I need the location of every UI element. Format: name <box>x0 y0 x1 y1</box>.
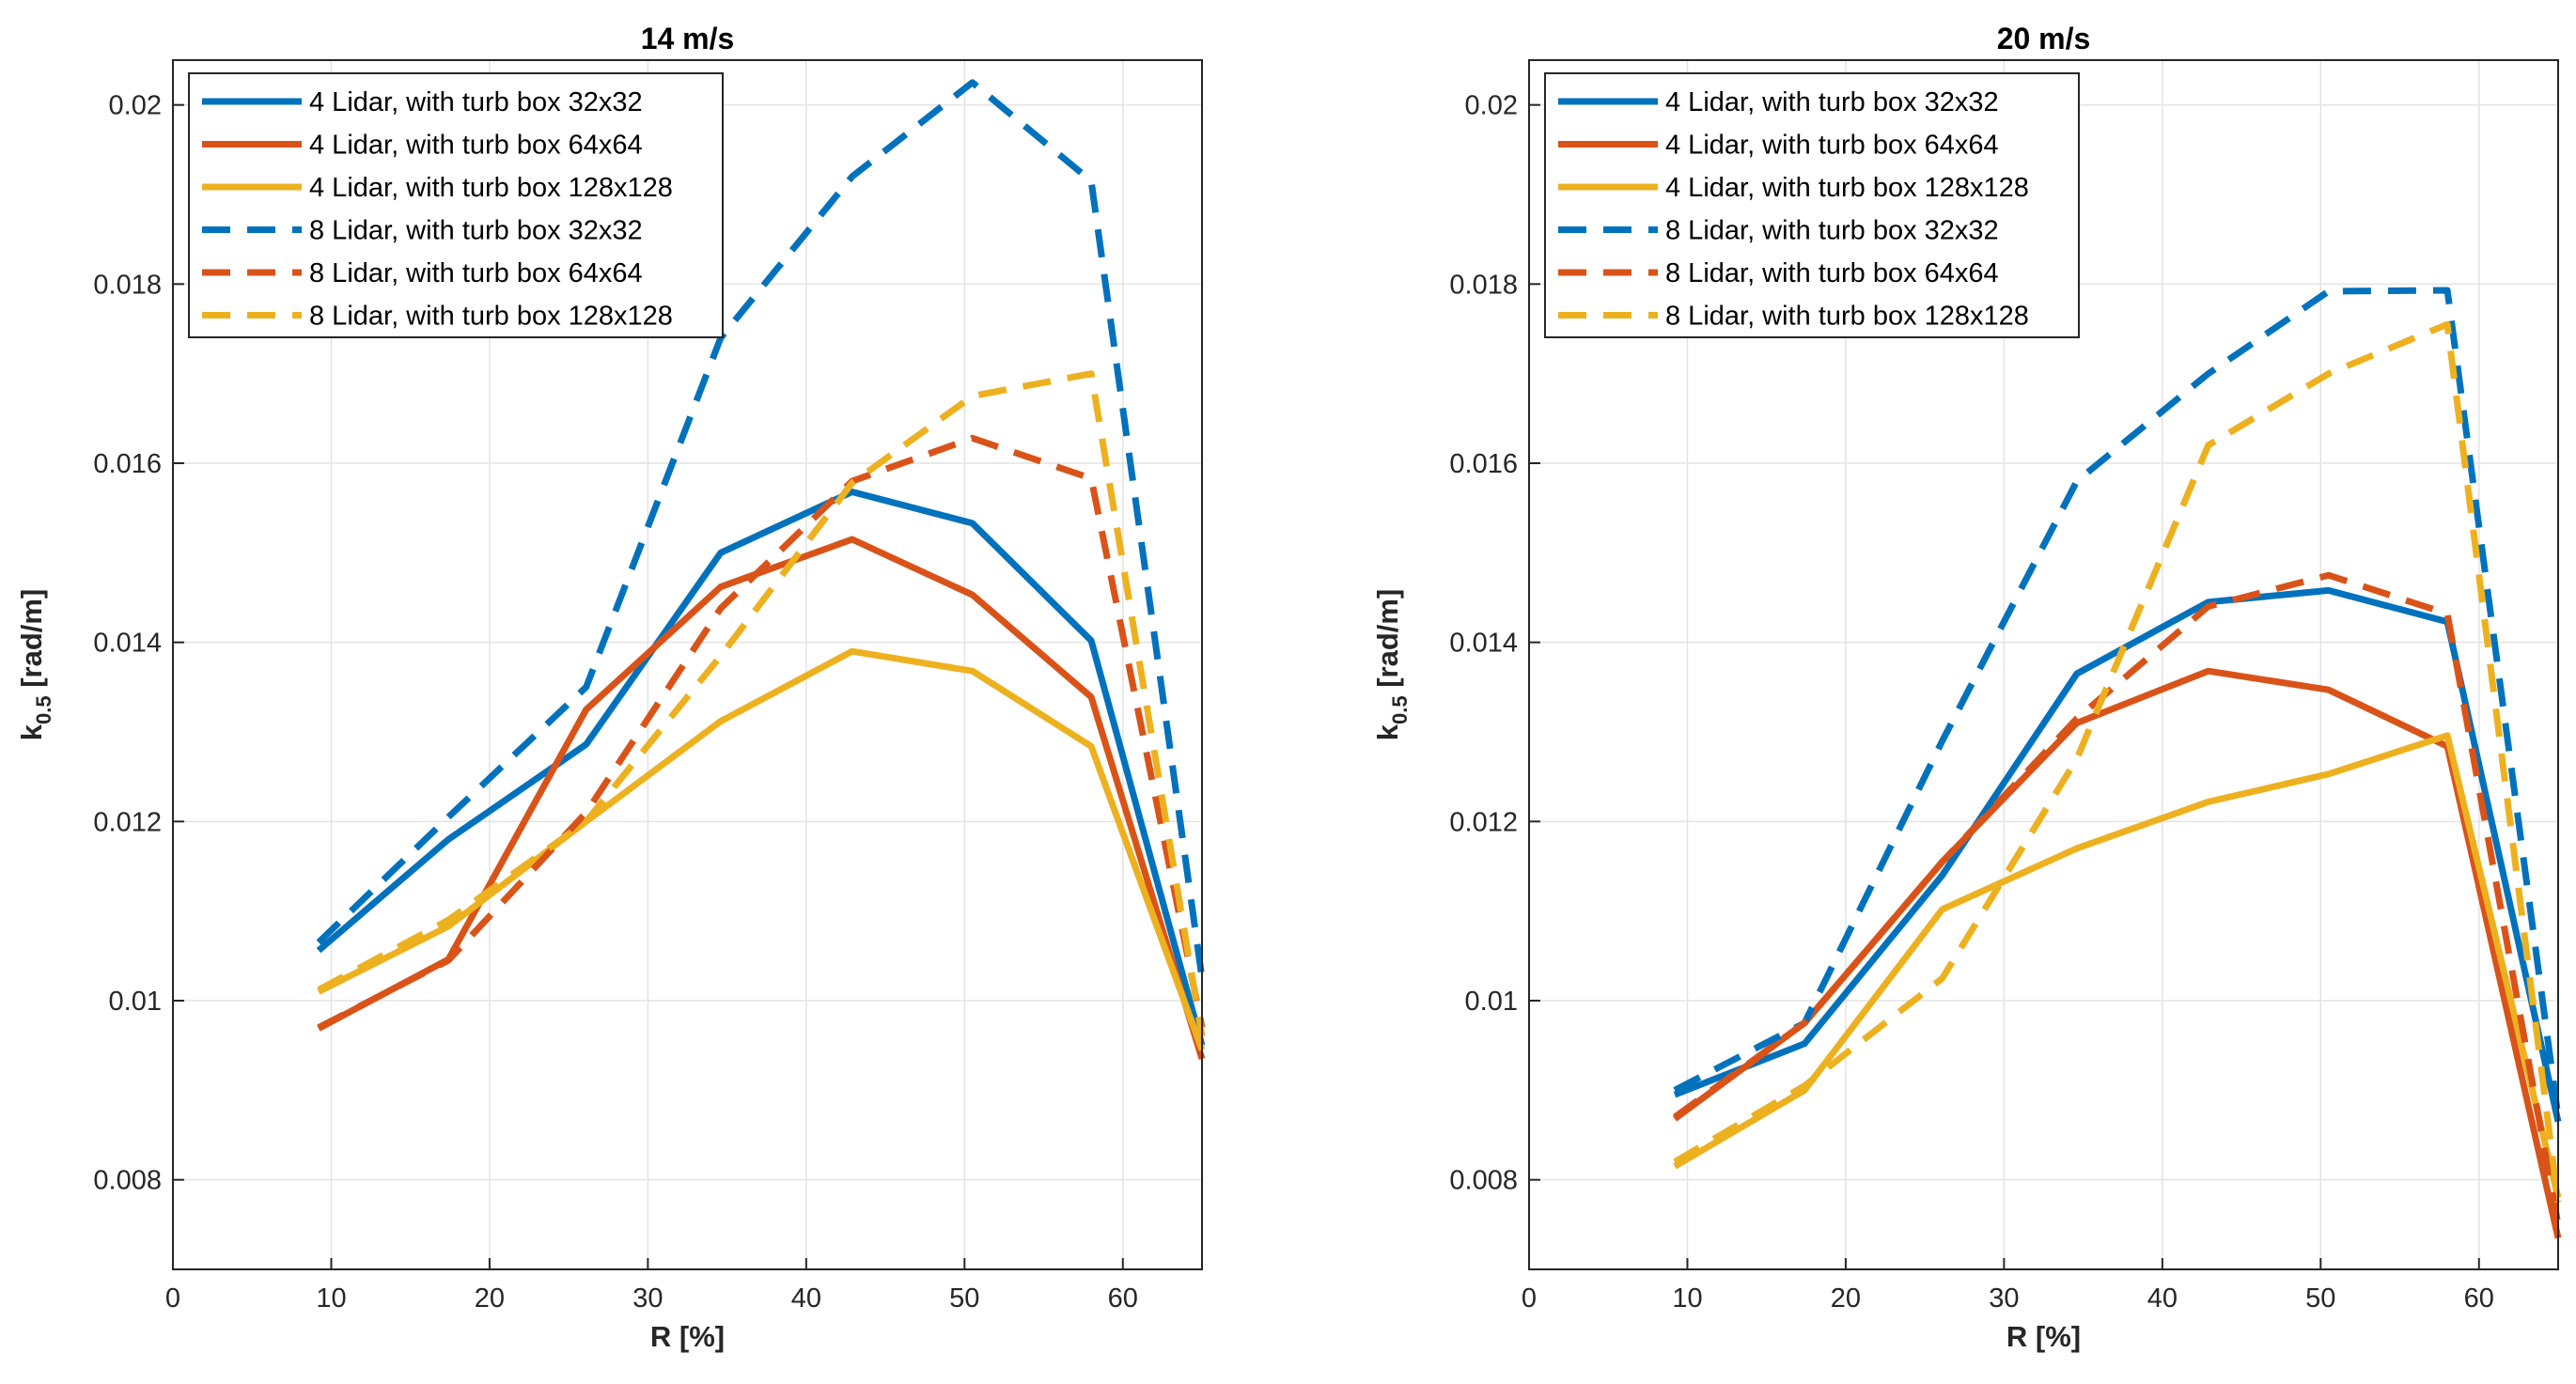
legend: 4 Lidar, with turb box 32x32 4 Lidar, wit… <box>188 72 724 338</box>
x-tick-label: 40 <box>791 1283 821 1314</box>
y-axis-label-subscript: 0.5 <box>32 695 55 724</box>
legend-box <box>1544 72 2080 338</box>
x-tick-label: 10 <box>316 1283 346 1314</box>
y-axis-label-main: k <box>1371 723 1404 740</box>
y-tick-label: 0.008 <box>1449 1166 1518 1196</box>
legend-label-3: 4 Lidar, with turb box 128x128 <box>309 173 673 203</box>
y-tick-label: 0.01 <box>109 987 162 1017</box>
series-line-5 <box>317 434 1206 1031</box>
legend-label-6: 8 Lidar, with turb box 128x128 <box>1665 302 2029 332</box>
legend: 4 Lidar, with turb box 32x32 4 Lidar, wit… <box>1544 72 2080 338</box>
y-tick-label: 0.02 <box>1465 91 1518 121</box>
series-line-3 <box>317 647 1206 1051</box>
y-axis-label-unit: [rad/m] <box>1371 589 1404 696</box>
legend-label-2: 4 Lidar, with turb box 64x64 <box>309 131 643 161</box>
legend-label-1: 4 Lidar, with turb box 32x32 <box>1665 87 1999 117</box>
series-group <box>316 79 1206 1061</box>
axes-box <box>172 59 1203 1270</box>
x-tick-label: 30 <box>1989 1283 2019 1314</box>
series-line-1 <box>1673 586 2562 1123</box>
chart-title: 14 m/s <box>641 22 735 55</box>
y-tick-label: 0.012 <box>1449 807 1518 837</box>
x-tick-label: 20 <box>1831 1283 1861 1314</box>
x-tick-label: 40 <box>2147 1283 2178 1314</box>
y-tick-label: 0.02 <box>109 91 162 121</box>
legend-label-4: 8 Lidar, with turb box 32x32 <box>1665 216 1999 246</box>
y-axis-label-subscript: 0.5 <box>1388 695 1412 724</box>
x-tick-label: 0 <box>1522 1283 1537 1314</box>
legend-label-3: 4 Lidar, with turb box 128x128 <box>1665 173 2029 203</box>
series-line-6 <box>317 370 1206 1037</box>
series-line-4 <box>316 79 1206 979</box>
y-tick-label: 0.016 <box>93 449 162 479</box>
legend-label-5: 8 Lidar, with turb box 64x64 <box>1665 258 1999 288</box>
y-axis-label: k0.5 [rad/m] <box>1371 589 1412 741</box>
y-tick-label: 0.018 <box>93 270 162 300</box>
series-line-3 <box>1673 732 2562 1199</box>
y-tick-label: 0.018 <box>1449 270 1518 300</box>
x-tick-label: 0 <box>165 1283 180 1314</box>
legend-label-4: 8 Lidar, with turb box 32x32 <box>309 216 643 246</box>
y-tick-label: 0.008 <box>93 1166 162 1196</box>
y-axis-label: k0.5 [rad/m] <box>15 589 55 741</box>
chart-panel-2: 0 10 20 30 40 50 60 0.008 0.01 0.012 0.014 0.016 0.0… <box>1371 22 2562 1353</box>
legend-label-6: 8 Lidar, with turb box 128x128 <box>309 302 673 332</box>
y-tick-label: 0.01 <box>1465 987 1518 1017</box>
series-line-4 <box>1673 287 2562 1118</box>
chart-panel-1: 0 10 20 30 40 50 60 0.008 0.01 0.012 0.014 0.016 0.0… <box>15 22 1206 1353</box>
series-line-5 <box>1672 571 2562 1225</box>
chart-title: 20 m/s <box>1997 22 2091 55</box>
x-tick-label: 60 <box>2464 1283 2494 1314</box>
y-tick-label: 0.012 <box>93 807 162 837</box>
x-axis-label: R [%] <box>2006 1320 2081 1353</box>
y-axis-label-main: k <box>15 723 48 740</box>
y-axis-label-unit: [rad/m] <box>15 589 48 696</box>
x-tick-label: 60 <box>1108 1283 1138 1314</box>
series-group <box>1672 287 2562 1239</box>
x-tick-label: 10 <box>1672 1283 1702 1314</box>
y-tick-label: 0.014 <box>1449 629 1518 659</box>
legend-label-5: 8 Lidar, with turb box 64x64 <box>309 258 643 288</box>
legend-label-1: 4 Lidar, with turb box 32x32 <box>309 87 643 117</box>
series-line-1 <box>316 489 1206 1047</box>
legend-label-2: 4 Lidar, with turb box 64x64 <box>1665 131 1999 161</box>
x-tick-label: 50 <box>949 1283 979 1314</box>
series-line-2 <box>317 536 1206 1061</box>
x-tick-label: 50 <box>2305 1283 2335 1314</box>
legend-box <box>188 72 724 338</box>
axes-box <box>1528 59 2559 1270</box>
x-tick-label: 30 <box>632 1283 663 1314</box>
y-tick-label: 0.014 <box>93 629 162 659</box>
x-axis-label: R [%] <box>650 1320 725 1353</box>
x-tick-label: 20 <box>475 1283 505 1314</box>
y-tick-label: 0.016 <box>1449 449 1518 479</box>
